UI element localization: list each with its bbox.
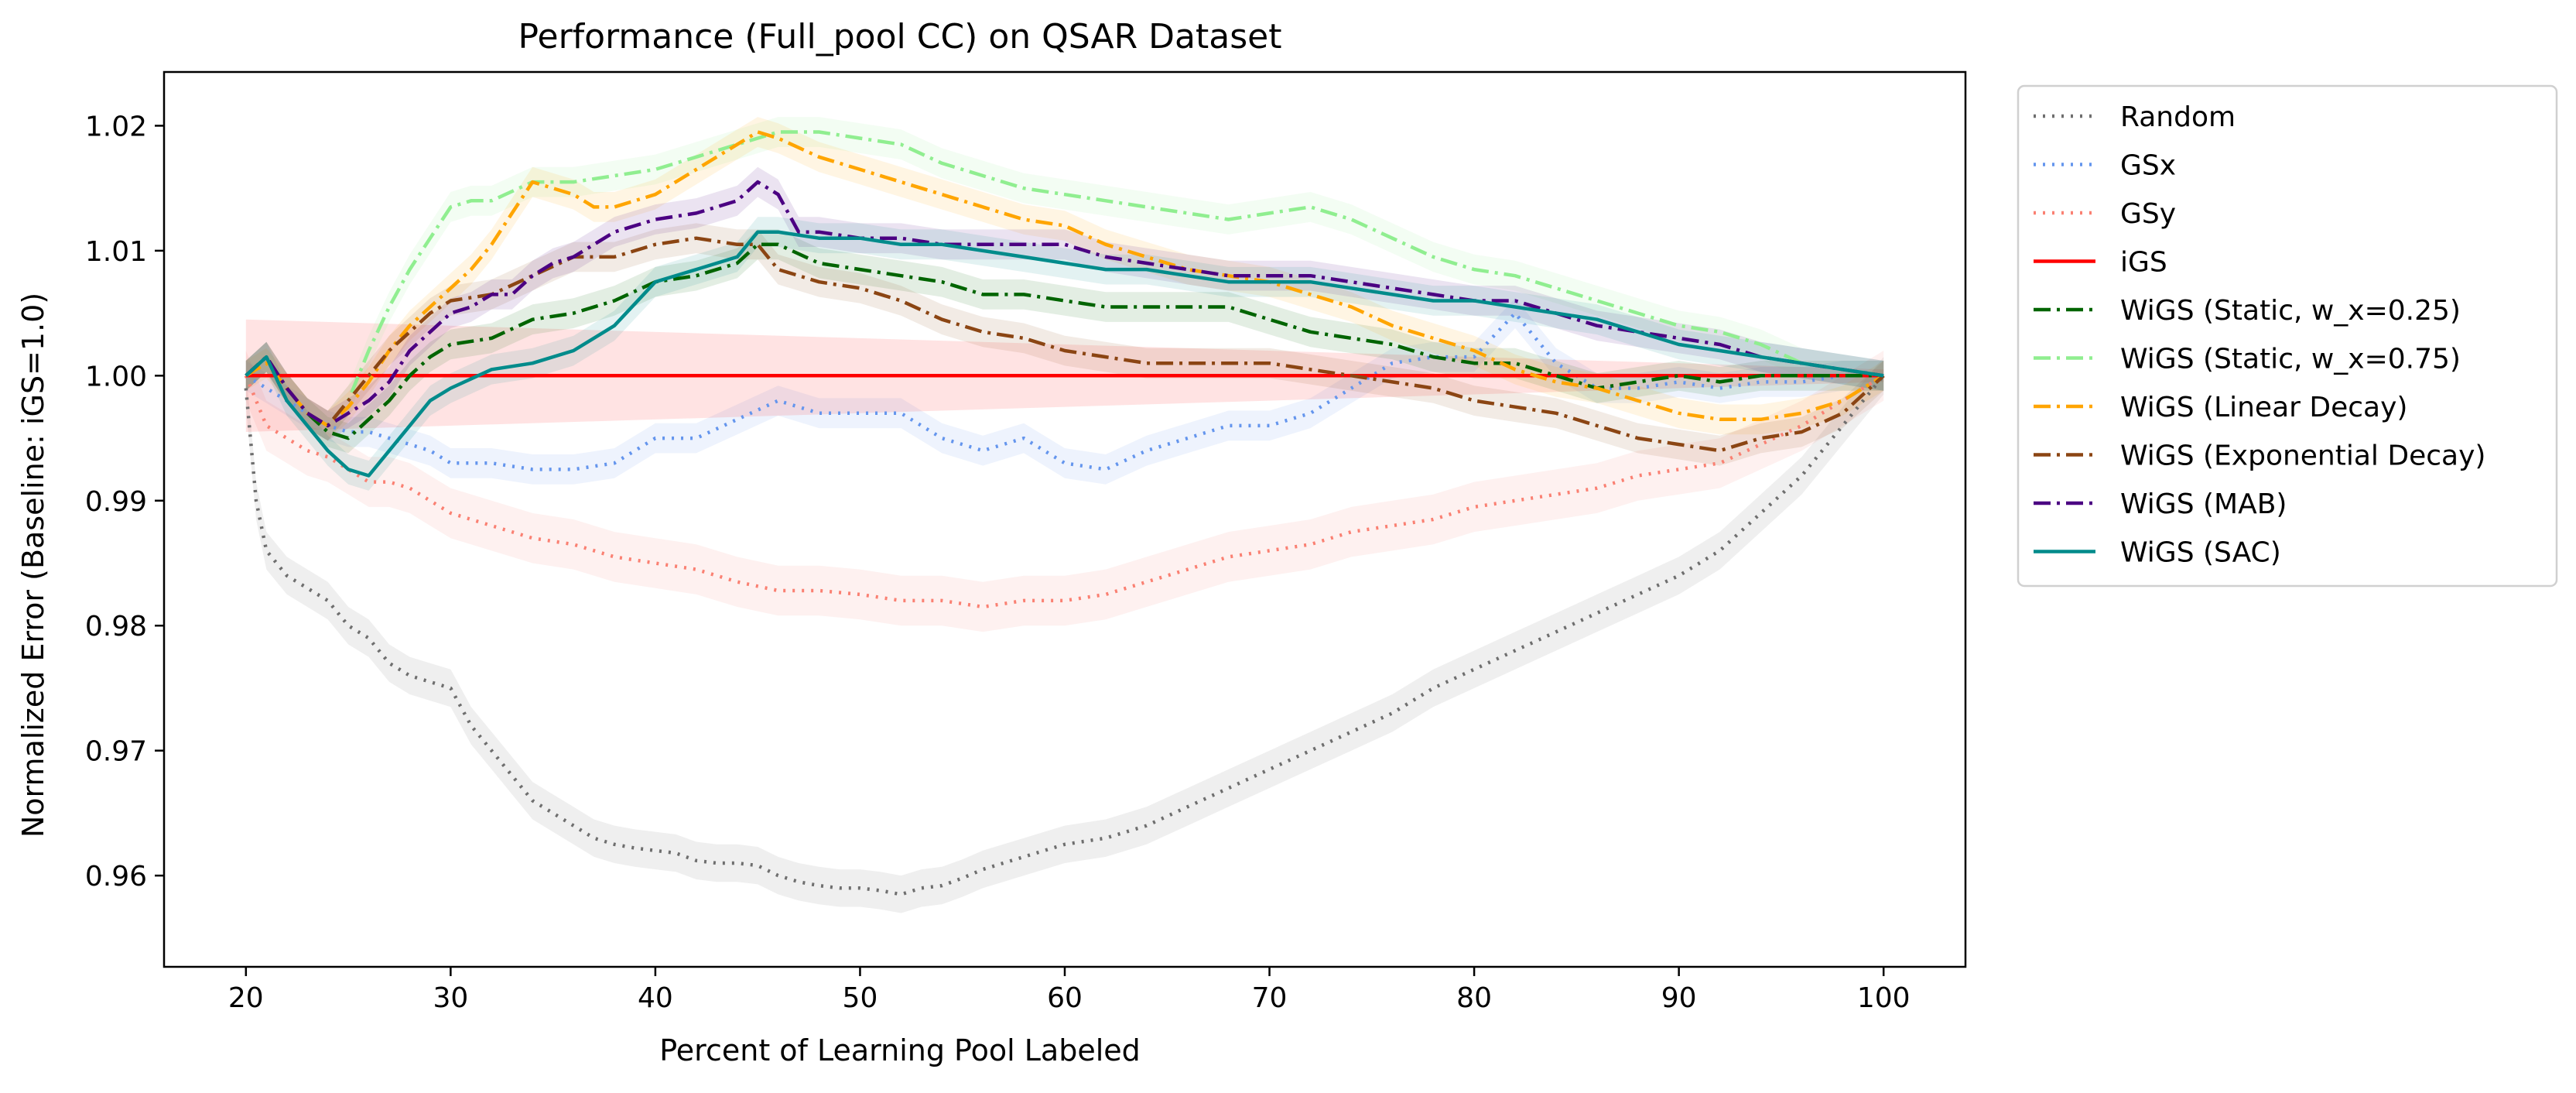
y-tick-label: 1.02 xyxy=(85,111,147,142)
x-tick-label: 50 xyxy=(843,982,878,1014)
x-tick-label: 30 xyxy=(433,982,468,1014)
series-lines xyxy=(244,130,1885,896)
confidence-bands xyxy=(245,117,1884,913)
series-line-wigs-linear-decay xyxy=(245,130,1885,428)
x-tick-label: 20 xyxy=(228,982,264,1014)
x-axis-label: Percent of Learning Pool Labeled xyxy=(659,1033,1141,1067)
band-wigs-sac xyxy=(245,217,1884,491)
chart-title: Performance (Full_pool CC) on QSAR Datas… xyxy=(518,17,1282,57)
legend-label-igs: iGS xyxy=(2120,247,2167,279)
x-tick-label: 100 xyxy=(1857,982,1911,1014)
legend-label-wigs-exponential-decay: WiGS (Exponential Decay) xyxy=(2120,440,2485,472)
band-wigs-static-w-x-0-25 xyxy=(245,229,1884,454)
legend-box xyxy=(2017,84,2558,588)
band-wigs-exponential-decay xyxy=(245,223,1884,466)
x-axis-ticks: 20 30 40 50 60 70 80 90 100 xyxy=(228,967,1911,1014)
y-axis-label: Normalized Error (Baseline: iGS=1.0) xyxy=(16,293,50,838)
band-random xyxy=(245,357,1884,913)
legend-label-wigs-static-w-x-0-25: WiGS (Static, w_x=0.25) xyxy=(2120,295,2461,327)
x-tick-label: 80 xyxy=(1456,982,1492,1014)
y-tick-label: 0.97 xyxy=(85,736,147,768)
legend: Random GSx GSy iGS WiGS (Static, w_x=0.25) Wi… xyxy=(2017,84,2558,588)
x-tick-label: 40 xyxy=(638,982,673,1014)
legend-label-random: Random xyxy=(2120,101,2236,133)
series-line-wigs-static-w-x-0-75 xyxy=(245,130,1884,428)
series-line-wigs-sac xyxy=(245,230,1884,478)
legend-label-wigs-mab: WiGS (MAB) xyxy=(2120,488,2287,520)
y-tick-label: 1.00 xyxy=(85,361,147,392)
legend-label-gsy: GSy xyxy=(2120,198,2176,230)
band-gsy xyxy=(245,351,1884,632)
legend-label-wigs-static-w-x-0-75: WiGS (Static, w_x=0.75) xyxy=(2120,344,2461,375)
y-tick-label: 1.01 xyxy=(85,236,147,268)
y-axis-ticks: 0.96 0.97 0.98 0.99 1.00 1.01 1.02 xyxy=(85,111,164,893)
band-wigs-linear-decay xyxy=(245,117,1884,441)
x-tick-label: 60 xyxy=(1047,982,1083,1014)
series-line-wigs-static-w-x-0-25 xyxy=(245,242,1884,440)
legend-label-wigs-sac: WiGS (SAC) xyxy=(2120,537,2281,569)
y-tick-label: 0.98 xyxy=(85,611,147,642)
series-line-wigs-exponential-decay xyxy=(245,236,1885,453)
y-tick-label: 0.96 xyxy=(85,861,147,893)
series-line-random xyxy=(244,374,1885,896)
x-tick-label: 70 xyxy=(1252,982,1288,1014)
legend-label-wigs-linear-decay: WiGS (Linear Decay) xyxy=(2120,392,2407,423)
y-tick-label: 0.99 xyxy=(85,486,147,518)
x-tick-label: 90 xyxy=(1661,982,1697,1014)
band-wigs-mab xyxy=(245,166,1884,441)
band-wigs-static-w-x-0-75 xyxy=(245,117,1884,441)
legend-label-gsx: GSx xyxy=(2120,150,2176,182)
